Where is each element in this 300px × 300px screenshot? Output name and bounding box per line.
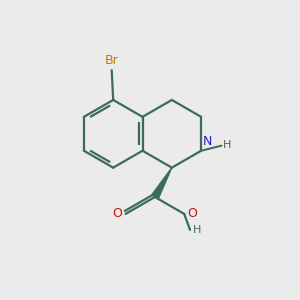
Text: Br: Br [105, 54, 118, 67]
Text: O: O [187, 207, 197, 220]
Text: O: O [112, 207, 122, 220]
Text: H: H [223, 140, 232, 150]
Text: H: H [192, 225, 201, 235]
Text: N: N [202, 135, 212, 148]
Polygon shape [152, 168, 172, 199]
